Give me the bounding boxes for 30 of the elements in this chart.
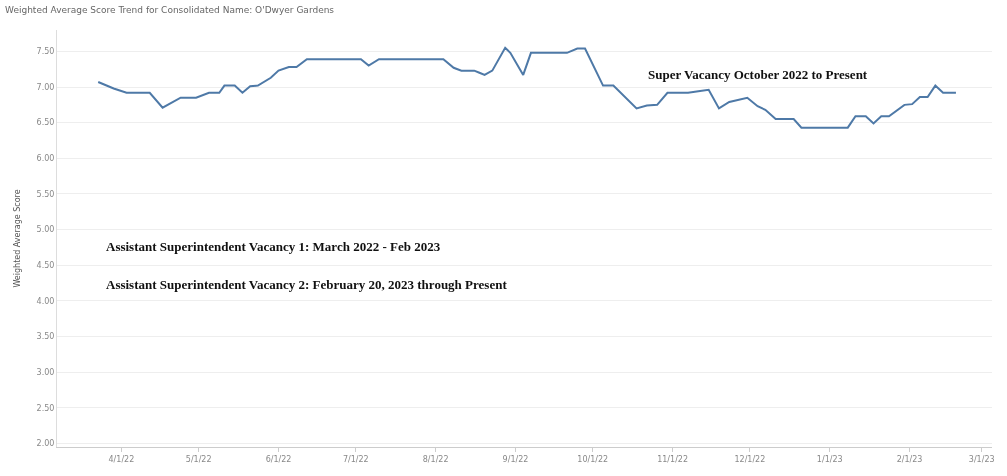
x-tick-label: 11/1/22 (657, 454, 689, 464)
y-tick-label: 6.50 (36, 118, 55, 128)
x-tick-label: 2/1/23 (896, 454, 923, 464)
y-tick-label: 5.50 (36, 189, 55, 199)
annotation: Assistant Superintendent Vacancy 2: February 20, 2023 through Present (106, 277, 508, 292)
y-tick-label: 5.00 (36, 225, 55, 235)
y-tick-label: 3.50 (36, 332, 55, 342)
x-tick-label: 8/1/22 (422, 454, 449, 464)
x-tick-label: 9/1/22 (502, 454, 529, 464)
annotation: Assistant Superintendent Vacancy 1: March 2022 - Feb 2023 (106, 239, 441, 254)
y-tick-label: 3.00 (36, 367, 55, 377)
x-tick-label: 7/1/22 (342, 454, 369, 464)
line-series (97, 46, 957, 129)
x-tick-label: 5/1/22 (185, 454, 212, 464)
y-tick-label: 4.00 (36, 296, 55, 306)
annotation: Super Vacancy October 2022 to Present (648, 67, 868, 82)
x-tick-label: 3/1/23 (968, 454, 995, 464)
y-tick-label: 6.00 (36, 154, 55, 164)
y-axis-title: Weighted Average Score (13, 189, 23, 288)
x-tick-label: 1/1/23 (816, 454, 843, 464)
chart-title: Weighted Average Score Trend for Consolidated Name: O'Dwyer Gardens (5, 5, 335, 16)
x-tick-label: 10/1/22 (577, 454, 609, 464)
x-tick-label: 4/1/22 (108, 454, 135, 464)
y-tick-label: 2.50 (36, 403, 55, 413)
y-tick-label: 4.50 (36, 261, 55, 271)
y-tick-label: 7.50 (36, 47, 55, 57)
y-tick-label: 7.00 (36, 82, 55, 92)
y-tick-label: 2.00 (36, 439, 55, 449)
x-tick-label: 12/1/22 (734, 454, 766, 464)
x-tick-label: 6/1/22 (265, 454, 292, 464)
